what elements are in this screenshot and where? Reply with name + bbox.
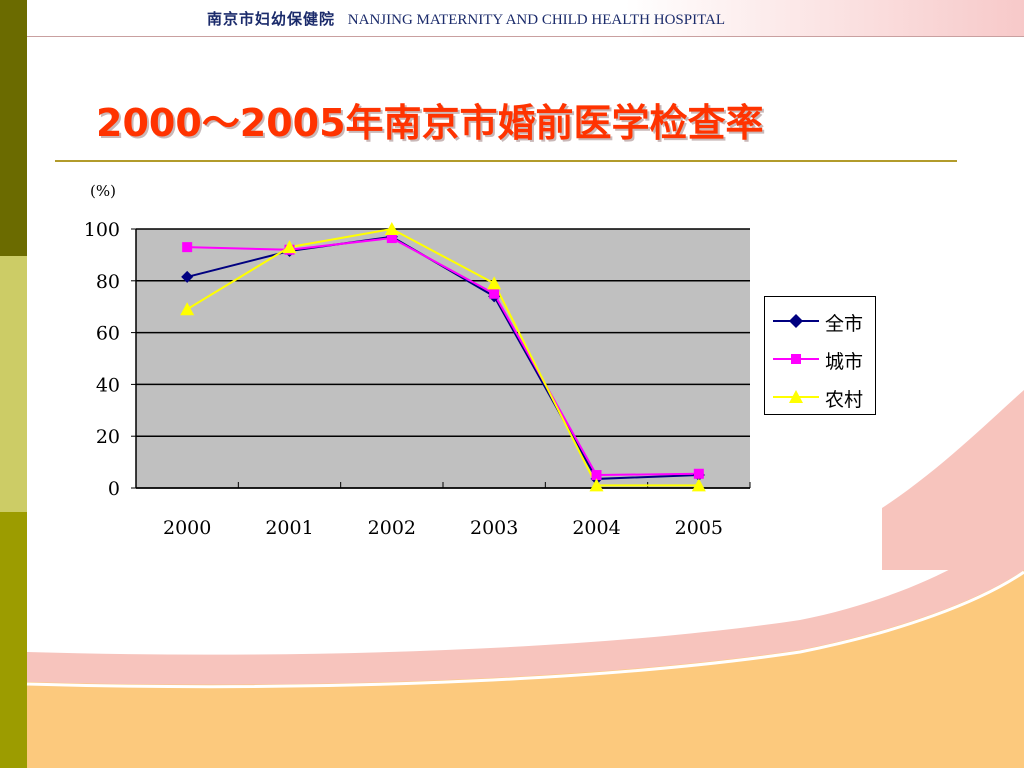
legend-label-rural: 农村 (825, 389, 864, 411)
legend-item-rural: 农村 (773, 385, 873, 411)
data-point-s2-2003 (487, 276, 502, 290)
data-point-s2-2004 (589, 478, 604, 492)
y-axis-unit-label: (%) (90, 182, 116, 200)
y-tick-label-4: 80 (96, 271, 120, 293)
plot-area (136, 229, 750, 488)
y-tick-label-1: 20 (96, 426, 120, 448)
data-point-s1-2002 (386, 233, 397, 244)
y-tick-label-2: 40 (96, 374, 120, 396)
hospital-name: 南京市妇幼保健院 NANJING MATERNITY AND CHILD HEA… (207, 8, 725, 29)
legend-item-all: 全市 (773, 309, 873, 335)
legend-label-all: 全市 (825, 313, 864, 335)
data-point-s1-2003 (489, 288, 500, 299)
chart-legend: 全市 城市 农村 (764, 296, 876, 415)
title-rule (55, 160, 957, 162)
y-tick-label-3: 60 (96, 323, 120, 345)
series-line-2 (186, 227, 699, 487)
side-bar-bottom (0, 512, 27, 768)
x-tick-label-2002: 2002 (368, 517, 416, 539)
hospital-name-cn: 南京市妇幼保健院 (207, 10, 336, 28)
data-point-s2-2005 (691, 478, 706, 492)
slide-title: 2000～2005年南京市婚前医学检查率 (96, 101, 764, 145)
side-bar-middle (0, 256, 27, 512)
legend-marker-square-icon (773, 354, 819, 364)
y-tick-label-0: 0 (108, 478, 120, 500)
y-tick-label-5: 100 (84, 219, 120, 241)
data-point-s2-2000 (180, 302, 195, 316)
data-point-s2-2001 (282, 240, 297, 254)
x-tick-label-2000: 2000 (163, 517, 211, 539)
legend-marker-diamond-icon (773, 314, 819, 328)
legend-item-city: 城市 (773, 347, 873, 373)
header-band: 南京市妇幼保健院 NANJING MATERNITY AND CHILD HEA… (27, 0, 1024, 37)
x-tick-label-2005: 2005 (675, 517, 723, 539)
side-bar-top (0, 0, 27, 256)
legend-marker-triangle-icon (773, 390, 819, 403)
data-point-s1-2004 (591, 470, 602, 481)
data-point-s0-2000 (181, 270, 194, 283)
data-point-s1-2000 (182, 242, 193, 253)
x-tick-label-2003: 2003 (470, 517, 518, 539)
legend-label-city: 城市 (825, 351, 864, 373)
x-tick-label-2004: 2004 (572, 517, 620, 539)
series-line-1 (187, 237, 699, 477)
data-point-s2-2002 (384, 222, 399, 235)
hospital-name-en: NANJING MATERNITY AND CHILD HEALTH HOSPI… (347, 12, 726, 28)
data-point-s1-2005 (693, 468, 704, 479)
x-tick-label-2001: 2001 (265, 517, 313, 539)
